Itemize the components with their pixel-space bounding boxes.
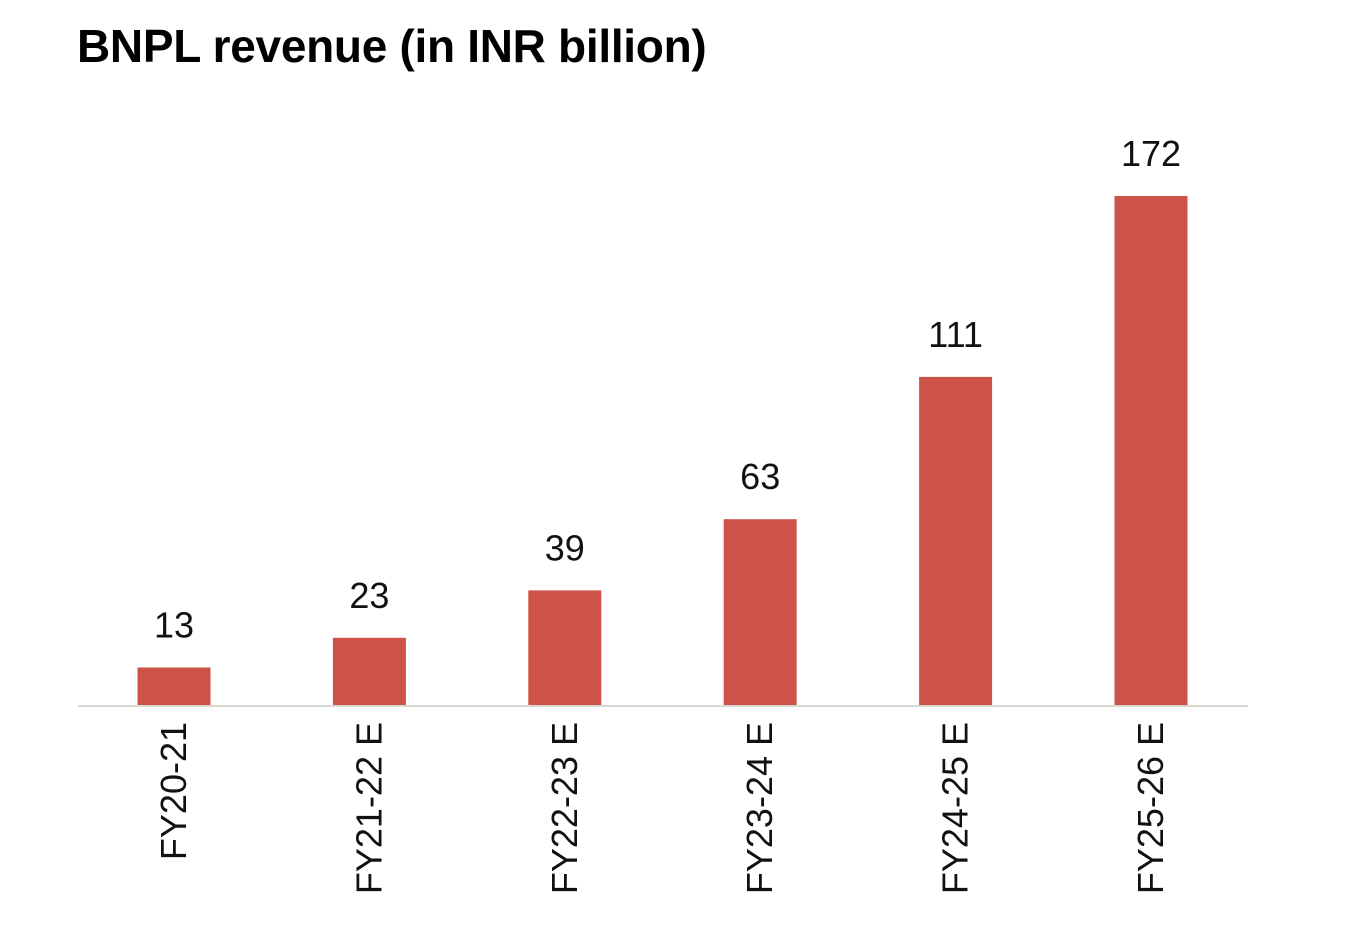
x-tick-label: FY25-26 E [1130,722,1171,894]
bar-fy22-23-e [528,590,602,706]
bar-fy21-22-e [332,637,406,706]
bar-fy23-24-e [723,519,797,706]
bars-group [137,196,1188,706]
bar-fy25-26-e [1114,196,1188,706]
data-label: 23 [349,575,389,616]
data-label: 13 [154,605,194,646]
data-label: 39 [545,527,585,568]
x-tick-label: FY21-22 E [348,722,389,894]
x-tick-label: FY22-23 E [544,722,585,894]
bar-fy20-21 [137,667,211,706]
x-tick-label: FY20-21 [153,722,194,860]
x-tick-label: FY24-25 E [935,722,976,894]
data-label: 111 [928,314,983,355]
chart-title: BNPL revenue (in INR billion) [77,20,707,72]
bar-fy24-25-e [919,376,993,706]
x-tick-label: FY23-24 E [739,722,780,894]
data-label: 172 [1121,133,1181,174]
data-label: 63 [740,456,780,497]
x-tick-labels-group: FY20-21 FY21-22 E FY22-23 E FY23-24 E FY24-2… [153,722,1171,894]
value-labels-group: 13 23 39 63 111 172 [154,133,1181,646]
